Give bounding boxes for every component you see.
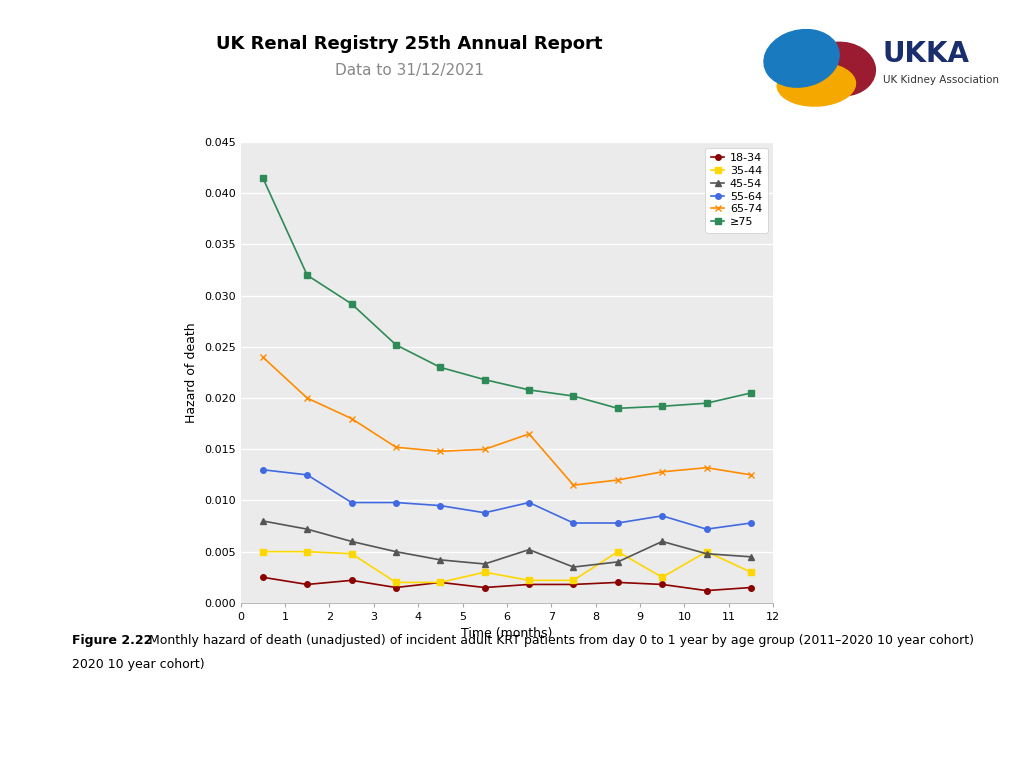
35-44 <box>656 573 669 582</box>
35-44 <box>390 578 402 587</box>
≥75 <box>611 404 624 413</box>
Legend: 18-34, 35-44, 45-54, 55-64, 65-74, ≥75: 18-34, 35-44, 45-54, 55-64, 65-74, ≥75 <box>706 147 768 233</box>
≥75 <box>301 270 313 280</box>
65-74 <box>656 467 669 476</box>
Text: 2020 10 year cohort): 2020 10 year cohort) <box>72 658 205 671</box>
45-54 <box>567 562 580 571</box>
Text: Monthly hazard of death (unadjusted) of incident adult KRT patients from day 0 t: Monthly hazard of death (unadjusted) of … <box>145 634 975 647</box>
45-54 <box>656 537 669 546</box>
45-54 <box>345 537 357 546</box>
≥75 <box>257 174 269 183</box>
45-54 <box>478 559 490 568</box>
35-44 <box>700 547 713 556</box>
Ellipse shape <box>807 42 876 96</box>
65-74 <box>345 414 357 423</box>
65-74 <box>478 445 490 454</box>
45-54 <box>301 525 313 534</box>
35-44 <box>434 578 446 587</box>
18-34 <box>434 578 446 587</box>
65-74 <box>434 447 446 456</box>
55-64 <box>744 518 757 528</box>
65-74 <box>257 353 269 362</box>
X-axis label: Time (months): Time (months) <box>461 627 553 641</box>
Text: UKKA: UKKA <box>883 40 970 68</box>
≥75 <box>345 300 357 309</box>
65-74 <box>611 475 624 485</box>
45-54 <box>434 555 446 564</box>
Text: UK Renal Registry 25th Annual Report: UK Renal Registry 25th Annual Report <box>216 35 603 52</box>
45-54 <box>523 545 536 554</box>
Line: 55-64: 55-64 <box>260 467 754 532</box>
35-44 <box>345 549 357 558</box>
Text: UK Kidney Association: UK Kidney Association <box>883 74 998 85</box>
18-34 <box>567 580 580 589</box>
55-64 <box>301 470 313 479</box>
65-74 <box>301 393 313 402</box>
≥75 <box>567 392 580 401</box>
Line: ≥75: ≥75 <box>260 175 754 411</box>
55-64 <box>611 518 624 528</box>
55-64 <box>656 511 669 521</box>
Ellipse shape <box>777 63 855 106</box>
45-54 <box>257 516 269 525</box>
Text: Data to 31/12/2021: Data to 31/12/2021 <box>335 63 484 78</box>
35-44 <box>523 576 536 585</box>
≥75 <box>434 362 446 372</box>
55-64 <box>567 518 580 528</box>
≥75 <box>523 386 536 395</box>
Y-axis label: Hazard of death: Hazard of death <box>185 322 199 423</box>
18-34 <box>523 580 536 589</box>
Line: 45-54: 45-54 <box>260 518 754 570</box>
≥75 <box>478 375 490 384</box>
65-74 <box>523 429 536 439</box>
Text: Figure 2.22: Figure 2.22 <box>72 634 152 647</box>
18-34 <box>345 576 357 585</box>
35-44 <box>257 547 269 556</box>
18-34 <box>744 583 757 592</box>
35-44 <box>611 547 624 556</box>
55-64 <box>257 465 269 475</box>
Line: 18-34: 18-34 <box>260 574 754 594</box>
≥75 <box>700 399 713 408</box>
65-74 <box>744 470 757 479</box>
18-34 <box>257 573 269 582</box>
Line: 65-74: 65-74 <box>260 354 754 488</box>
Line: 35-44: 35-44 <box>260 549 754 585</box>
35-44 <box>567 576 580 585</box>
65-74 <box>567 481 580 490</box>
55-64 <box>390 498 402 507</box>
Ellipse shape <box>764 29 840 88</box>
35-44 <box>301 547 313 556</box>
55-64 <box>700 525 713 534</box>
45-54 <box>744 552 757 561</box>
18-34 <box>478 583 490 592</box>
55-64 <box>523 498 536 507</box>
35-44 <box>478 568 490 577</box>
55-64 <box>478 508 490 518</box>
35-44 <box>744 568 757 577</box>
45-54 <box>390 547 402 556</box>
18-34 <box>301 580 313 589</box>
65-74 <box>390 442 402 452</box>
18-34 <box>656 580 669 589</box>
55-64 <box>345 498 357 507</box>
18-34 <box>700 586 713 595</box>
≥75 <box>744 389 757 398</box>
≥75 <box>656 402 669 411</box>
18-34 <box>390 583 402 592</box>
≥75 <box>390 340 402 349</box>
55-64 <box>434 501 446 510</box>
65-74 <box>700 463 713 472</box>
45-54 <box>611 558 624 567</box>
18-34 <box>611 578 624 587</box>
45-54 <box>700 549 713 558</box>
